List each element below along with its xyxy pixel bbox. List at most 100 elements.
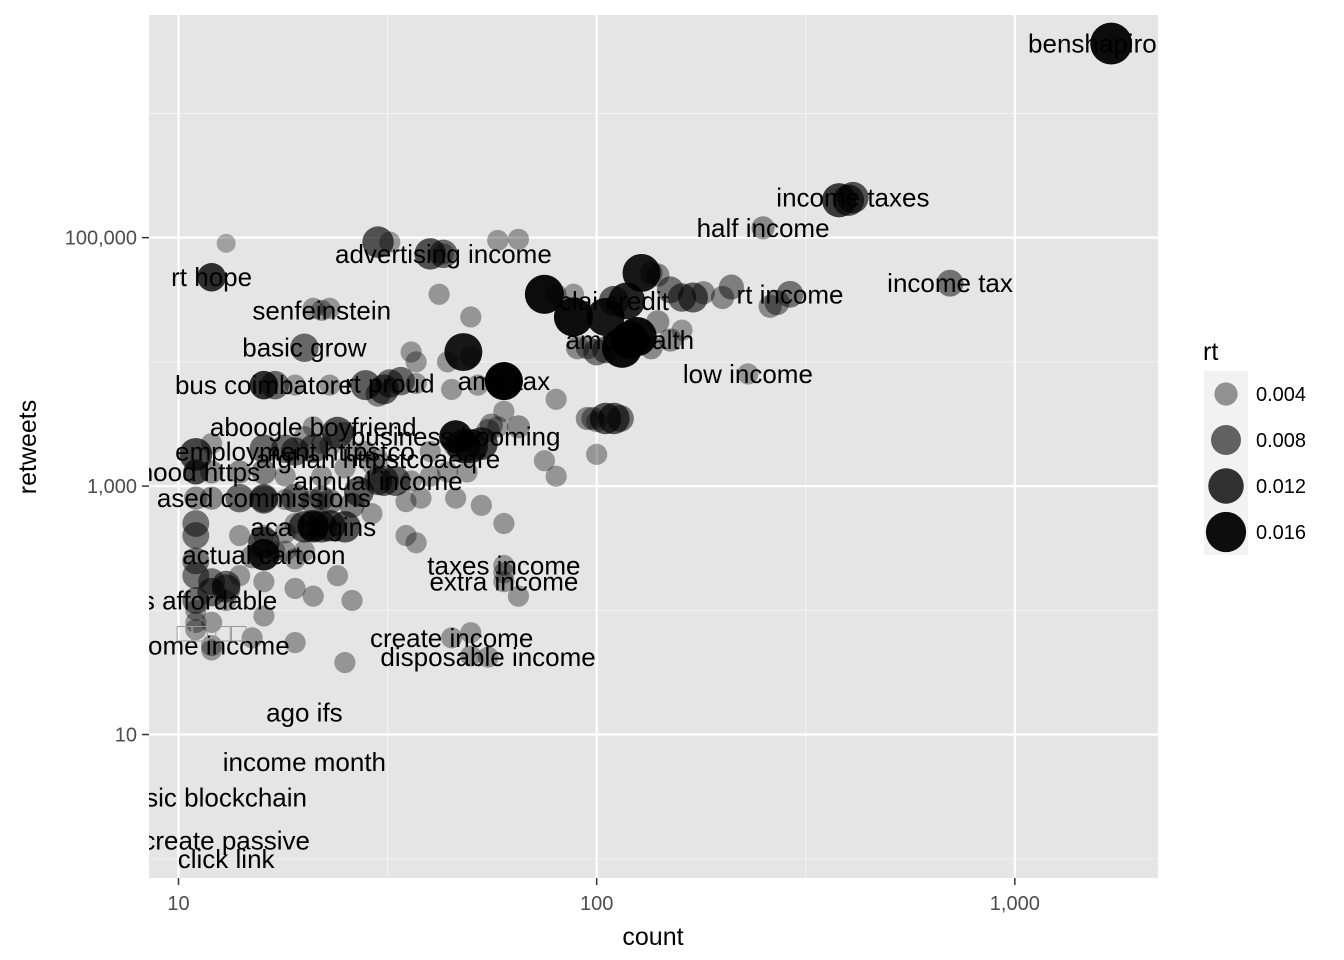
point-label: taxes income — [427, 550, 580, 580]
data-point — [211, 570, 241, 600]
data-point — [368, 374, 399, 405]
point-label: ased commissions — [157, 483, 371, 513]
data-point — [545, 388, 567, 410]
data-point — [249, 370, 279, 400]
data-point — [321, 416, 354, 449]
data-point — [441, 627, 463, 649]
data-point — [343, 476, 374, 507]
point-label: extra income — [429, 567, 578, 597]
legend-key — [1204, 371, 1248, 417]
data-point — [185, 611, 207, 633]
data-point — [302, 416, 324, 438]
data-point — [329, 511, 361, 543]
data-point — [545, 465, 567, 487]
y-tick-label: 10 — [115, 725, 137, 747]
data-point — [302, 585, 324, 607]
data-point — [248, 539, 280, 571]
point-label: ago ifs — [266, 698, 343, 728]
data-point — [354, 440, 377, 463]
data-point — [284, 631, 306, 654]
legend-title: rt — [1203, 338, 1218, 366]
data-point — [227, 460, 252, 484]
legend-symbol — [1211, 425, 1241, 455]
x-tick-label: 1,000 — [990, 893, 1040, 915]
point-label: clai credit — [559, 286, 670, 316]
data-point — [477, 646, 499, 668]
legend-label: 0.012 — [1256, 476, 1306, 498]
data-point — [326, 565, 349, 587]
point-label: disposable income — [380, 642, 595, 672]
y-tick-label: 100,000 — [65, 228, 137, 250]
data-point — [524, 274, 564, 314]
data-point — [586, 443, 608, 465]
minor-gridlines — [149, 15, 1158, 878]
data-point — [487, 229, 509, 252]
data-point — [553, 297, 594, 337]
data-point — [179, 437, 213, 471]
point-label: create income — [370, 623, 533, 653]
data-point — [274, 465, 296, 487]
point-label: rt hope — [171, 262, 252, 292]
data-point — [776, 280, 804, 308]
data-point — [253, 605, 275, 627]
data-point — [436, 461, 459, 483]
data-point — [302, 297, 324, 319]
data-point — [362, 226, 394, 258]
point-label: low income — [683, 359, 813, 389]
legend: rt 0.004 0.008 0.012 0.016 — [1203, 338, 1306, 555]
point-label: basic grow — [242, 333, 366, 363]
data-point — [395, 524, 417, 547]
data-point — [405, 532, 427, 554]
legend-label: 0.016 — [1256, 522, 1306, 544]
data-point — [718, 274, 744, 300]
data-point — [936, 269, 964, 297]
data-point — [586, 297, 625, 336]
data-point — [311, 299, 333, 321]
data-point — [290, 333, 319, 362]
data-point — [507, 585, 530, 607]
data-point — [182, 522, 210, 549]
legend-label: 0.004 — [1256, 384, 1306, 406]
data-point — [428, 283, 450, 305]
data-point — [317, 489, 343, 515]
point-label: afghan httpstcoaeqre — [256, 444, 500, 474]
data-point — [249, 434, 279, 463]
data-point — [216, 233, 236, 253]
data-point — [200, 486, 224, 510]
data-point — [284, 577, 306, 600]
point-label: click link — [178, 844, 276, 874]
data-point — [274, 540, 296, 562]
point-label: thood https — [131, 457, 260, 487]
legend-symbol — [1205, 511, 1247, 553]
data-point — [470, 494, 492, 516]
legend-symbol — [1214, 382, 1238, 406]
data-point — [821, 183, 857, 218]
data-point — [460, 645, 482, 667]
data-point — [185, 618, 207, 641]
data-point — [293, 540, 315, 562]
point-label: income taxes — [776, 183, 929, 213]
data-point — [678, 282, 709, 313]
legend-label: 0.008 — [1256, 430, 1306, 452]
data-point — [229, 524, 251, 547]
data-point — [410, 487, 432, 509]
point-label: rt proud — [345, 368, 435, 398]
data-point — [601, 327, 643, 368]
data-point — [297, 511, 329, 543]
data-point — [533, 450, 556, 472]
data-point — [460, 622, 482, 644]
point-label: amp tax — [458, 366, 551, 396]
data-point — [737, 363, 759, 385]
data-point — [284, 548, 306, 570]
point-label: employment httpstco — [175, 436, 415, 466]
data-point — [710, 285, 735, 310]
data-point — [197, 263, 226, 292]
x-tick-label: 10 — [167, 893, 189, 915]
data-point — [201, 639, 223, 661]
data-point — [284, 374, 306, 396]
point-label: annual income — [293, 466, 462, 496]
data-point — [319, 297, 341, 319]
data-point — [405, 351, 427, 373]
